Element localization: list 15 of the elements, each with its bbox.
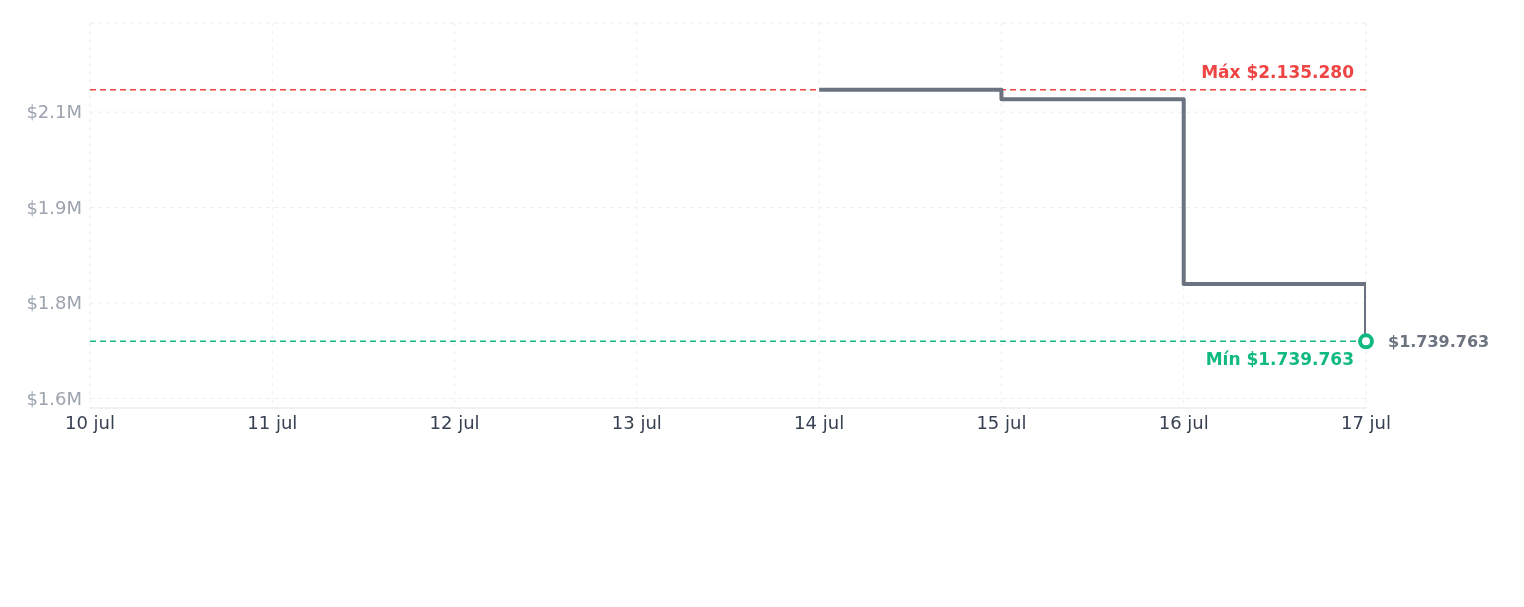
x-tick-label: 10 jul	[64, 411, 116, 433]
x-tick-label: 11 jul	[247, 411, 298, 433]
x-tick-label: 15 jul	[976, 411, 1027, 433]
y-tick-label: $1.6M	[26, 387, 82, 409]
annotation: $1.739.763	[1388, 332, 1490, 352]
y-tick-label: $2.1M	[26, 101, 82, 123]
ref-line-label: Máx $2.135.280	[1201, 61, 1355, 82]
ref-line-label: Mín $1.739.763	[1205, 349, 1354, 370]
x-tick-label: 13 jul	[611, 411, 662, 433]
y-tick-label: $1.9M	[26, 196, 82, 218]
x-tick-label: 17 jul	[1340, 411, 1392, 433]
x-tick-label: 12 jul	[429, 411, 480, 433]
x-tick-label: 14 jul	[794, 411, 845, 433]
y-tick-label: $1.8M	[26, 292, 82, 314]
x-tick-label: 16 jul	[1158, 411, 1209, 433]
